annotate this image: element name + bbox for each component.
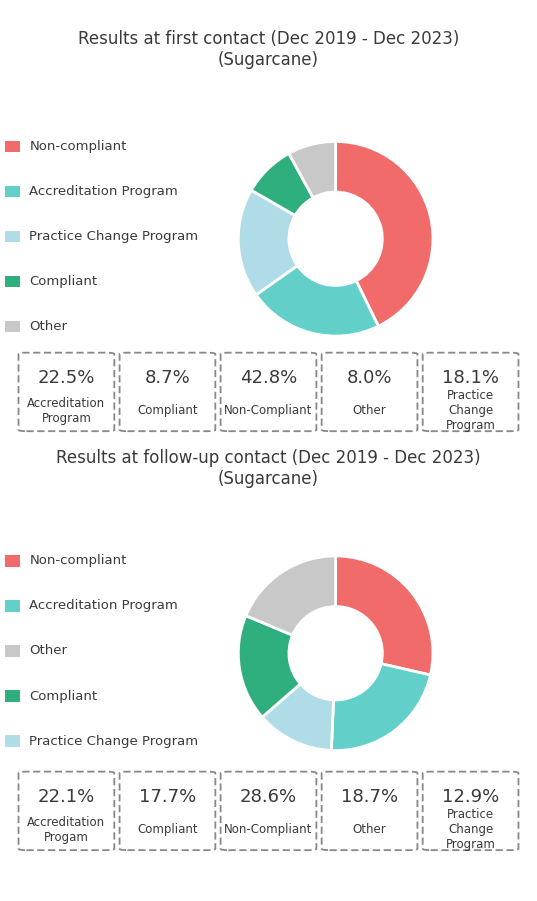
- FancyBboxPatch shape: [5, 645, 20, 657]
- FancyBboxPatch shape: [221, 771, 316, 851]
- Text: 22.5%: 22.5%: [38, 369, 95, 387]
- Text: Accreditation Program: Accreditation Program: [30, 185, 178, 198]
- Wedge shape: [238, 615, 300, 717]
- Text: Compliant: Compliant: [137, 824, 198, 836]
- Text: Results at follow-up contact (Dec 2019 - Dec 2023)
(Sugarcane): Results at follow-up contact (Dec 2019 -…: [56, 449, 481, 488]
- FancyBboxPatch shape: [5, 321, 20, 332]
- Text: 22.1%: 22.1%: [38, 788, 95, 806]
- FancyBboxPatch shape: [5, 141, 20, 152]
- Text: Compliant: Compliant: [30, 689, 98, 703]
- Text: 42.8%: 42.8%: [240, 369, 297, 387]
- Text: Practice
Change
Program: Practice Change Program: [446, 389, 496, 432]
- Wedge shape: [238, 190, 297, 295]
- Wedge shape: [331, 664, 431, 751]
- Text: Non-compliant: Non-compliant: [30, 140, 127, 153]
- Wedge shape: [336, 141, 433, 326]
- FancyBboxPatch shape: [18, 771, 114, 851]
- FancyBboxPatch shape: [322, 771, 417, 851]
- FancyBboxPatch shape: [5, 735, 20, 747]
- Text: 12.9%: 12.9%: [442, 788, 499, 806]
- Text: Practice
Change
Program: Practice Change Program: [446, 808, 496, 851]
- FancyBboxPatch shape: [5, 186, 20, 197]
- FancyBboxPatch shape: [5, 600, 20, 612]
- FancyBboxPatch shape: [423, 352, 519, 432]
- Text: Practice Change Program: Practice Change Program: [30, 734, 199, 748]
- Text: 8.0%: 8.0%: [347, 369, 393, 387]
- Text: Non-compliant: Non-compliant: [30, 554, 127, 568]
- FancyBboxPatch shape: [5, 690, 20, 702]
- FancyBboxPatch shape: [423, 771, 519, 851]
- Wedge shape: [262, 684, 333, 751]
- Text: Other: Other: [30, 644, 68, 658]
- Text: 18.1%: 18.1%: [442, 369, 499, 387]
- Text: Non-Compliant: Non-Compliant: [224, 405, 313, 417]
- Text: Non-Compliant: Non-Compliant: [224, 824, 313, 836]
- Text: 28.6%: 28.6%: [240, 788, 297, 806]
- FancyBboxPatch shape: [221, 352, 316, 432]
- Text: Compliant: Compliant: [137, 405, 198, 417]
- Wedge shape: [246, 556, 336, 635]
- FancyBboxPatch shape: [18, 352, 114, 432]
- Wedge shape: [256, 266, 379, 336]
- FancyBboxPatch shape: [120, 771, 215, 851]
- Text: 18.7%: 18.7%: [341, 788, 398, 806]
- FancyBboxPatch shape: [5, 276, 20, 287]
- FancyBboxPatch shape: [5, 231, 20, 242]
- FancyBboxPatch shape: [322, 352, 417, 432]
- Text: Other: Other: [353, 405, 387, 417]
- Text: Other: Other: [353, 824, 387, 836]
- FancyBboxPatch shape: [120, 352, 215, 432]
- Text: Practice Change Program: Practice Change Program: [30, 230, 199, 243]
- Text: Accreditation Program: Accreditation Program: [30, 599, 178, 613]
- Text: Other: Other: [30, 320, 68, 333]
- Text: Compliant: Compliant: [30, 275, 98, 288]
- FancyBboxPatch shape: [5, 555, 20, 567]
- Wedge shape: [336, 556, 433, 675]
- Text: 17.7%: 17.7%: [139, 788, 196, 806]
- Text: Accreditation
Program: Accreditation Program: [27, 396, 105, 425]
- Wedge shape: [289, 141, 336, 198]
- Text: Accreditation
Progam: Accreditation Progam: [27, 815, 105, 844]
- Wedge shape: [251, 153, 313, 215]
- Text: 8.7%: 8.7%: [144, 369, 190, 387]
- Text: Results at first contact (Dec 2019 - Dec 2023)
(Sugarcane): Results at first contact (Dec 2019 - Dec…: [78, 30, 459, 69]
